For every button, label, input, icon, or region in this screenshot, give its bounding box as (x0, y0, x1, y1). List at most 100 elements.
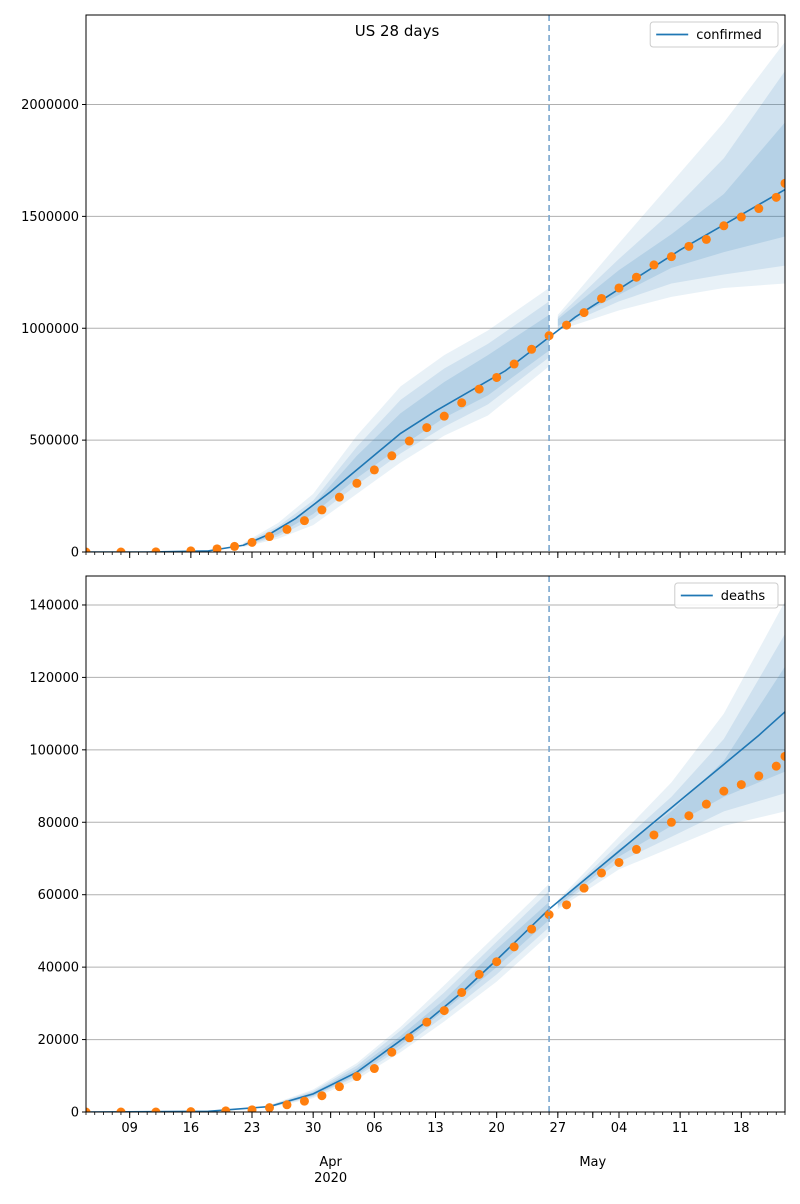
data-point (230, 541, 240, 551)
data-point (317, 1091, 327, 1101)
data-point (352, 478, 362, 488)
data-point (666, 817, 676, 827)
y-tick-label: 100000 (29, 743, 79, 758)
data-point (701, 234, 711, 244)
data-point (116, 547, 126, 552)
data-point (299, 516, 309, 526)
data-point (562, 320, 572, 330)
x-tick-label: 09 (121, 1121, 138, 1136)
x-year-label: 2020 (314, 1171, 347, 1186)
data-point (562, 900, 572, 910)
data-point (527, 924, 537, 934)
y-tick-label: 0 (71, 546, 79, 561)
data-point (212, 544, 222, 552)
data-point (614, 283, 624, 293)
x-tick-label: 16 (183, 1121, 200, 1136)
data-point (719, 221, 729, 231)
data-point (282, 1100, 292, 1110)
data-point (509, 359, 519, 369)
plot-area (86, 41, 785, 552)
y-tick-label: 120000 (29, 671, 79, 686)
y-tick-label: 2000000 (21, 98, 79, 113)
data-point (719, 786, 729, 796)
data-point (439, 1006, 449, 1016)
x-tick-label: 30 (305, 1121, 322, 1136)
data-point (492, 372, 502, 382)
data-point (754, 771, 764, 781)
uncertainty-band (243, 287, 550, 548)
data-point (247, 1105, 257, 1112)
data-point (474, 969, 484, 979)
data-point (684, 241, 694, 251)
data-point (544, 910, 554, 920)
uncertainty-band (243, 314, 550, 546)
confirmed-panel: 0 500000 1000000 1500000 2000000 confirmed (21, 14, 786, 561)
data-point (457, 398, 467, 408)
x-tick-label: 20 (488, 1121, 505, 1136)
uncertainty-band (269, 891, 550, 1108)
data-point (264, 1103, 274, 1112)
x-tick-label: 18 (733, 1121, 750, 1136)
data-point (299, 1096, 309, 1106)
y-tick-label: 1500000 (21, 210, 79, 225)
y-tick-label: 60000 (38, 888, 79, 903)
data-point (597, 868, 607, 878)
data-point (780, 178, 785, 188)
x-tick-label: 11 (672, 1121, 689, 1136)
data-point (86, 547, 91, 552)
uncertainty-band (557, 601, 785, 910)
legend-box (674, 582, 779, 609)
data-point (334, 492, 344, 502)
uncertainty-band (557, 70, 785, 329)
data-point (736, 212, 746, 222)
legend: confirmed (649, 21, 779, 48)
data-point (86, 1107, 91, 1112)
legend: deaths (674, 582, 779, 609)
data-point (527, 344, 537, 354)
y-tick-label: 140000 (29, 598, 79, 613)
data-point (317, 505, 327, 515)
data-point (116, 1107, 126, 1112)
data-point (509, 942, 519, 952)
data-point (780, 751, 785, 761)
y-tick-label: 0 (71, 1106, 79, 1121)
data-point (404, 1033, 414, 1043)
data-point (597, 293, 607, 303)
data-point (186, 546, 196, 552)
data-point (579, 308, 589, 318)
data-point (369, 1064, 379, 1074)
data-point (666, 252, 676, 262)
data-point (264, 532, 274, 542)
data-point (334, 1082, 344, 1092)
data-point (614, 857, 624, 867)
x-tick-label: 13 (427, 1121, 444, 1136)
data-point (221, 1106, 231, 1112)
data-point (186, 1107, 196, 1112)
uncertainty-band (557, 122, 785, 327)
plot-area (86, 601, 785, 1112)
data-point (771, 192, 781, 202)
data-point (247, 537, 257, 547)
data-point (369, 465, 379, 475)
data-point (387, 451, 397, 461)
data-point (701, 799, 711, 809)
uncertainty-band (557, 633, 785, 908)
data-point (422, 1017, 432, 1027)
data-point (579, 883, 589, 893)
y-tick-label: 80000 (38, 816, 79, 831)
deaths-panel: 0 20000 40000 60000 80000 100000 120000 140000 0… (29, 575, 786, 1186)
data-point (736, 780, 746, 790)
x-tick-label: 27 (550, 1121, 567, 1136)
x-tick-label: 23 (244, 1121, 261, 1136)
data-point (631, 272, 641, 282)
legend-label: confirmed (696, 28, 762, 43)
data-point (771, 761, 781, 771)
data-point (439, 411, 449, 421)
data-point (474, 384, 484, 394)
legend-box (649, 21, 779, 48)
y-tick-label: 40000 (38, 961, 79, 976)
x-tick-label: 04 (611, 1121, 628, 1136)
y-tick-label: 500000 (29, 434, 79, 449)
data-point (282, 524, 292, 534)
data-point (151, 1107, 161, 1112)
